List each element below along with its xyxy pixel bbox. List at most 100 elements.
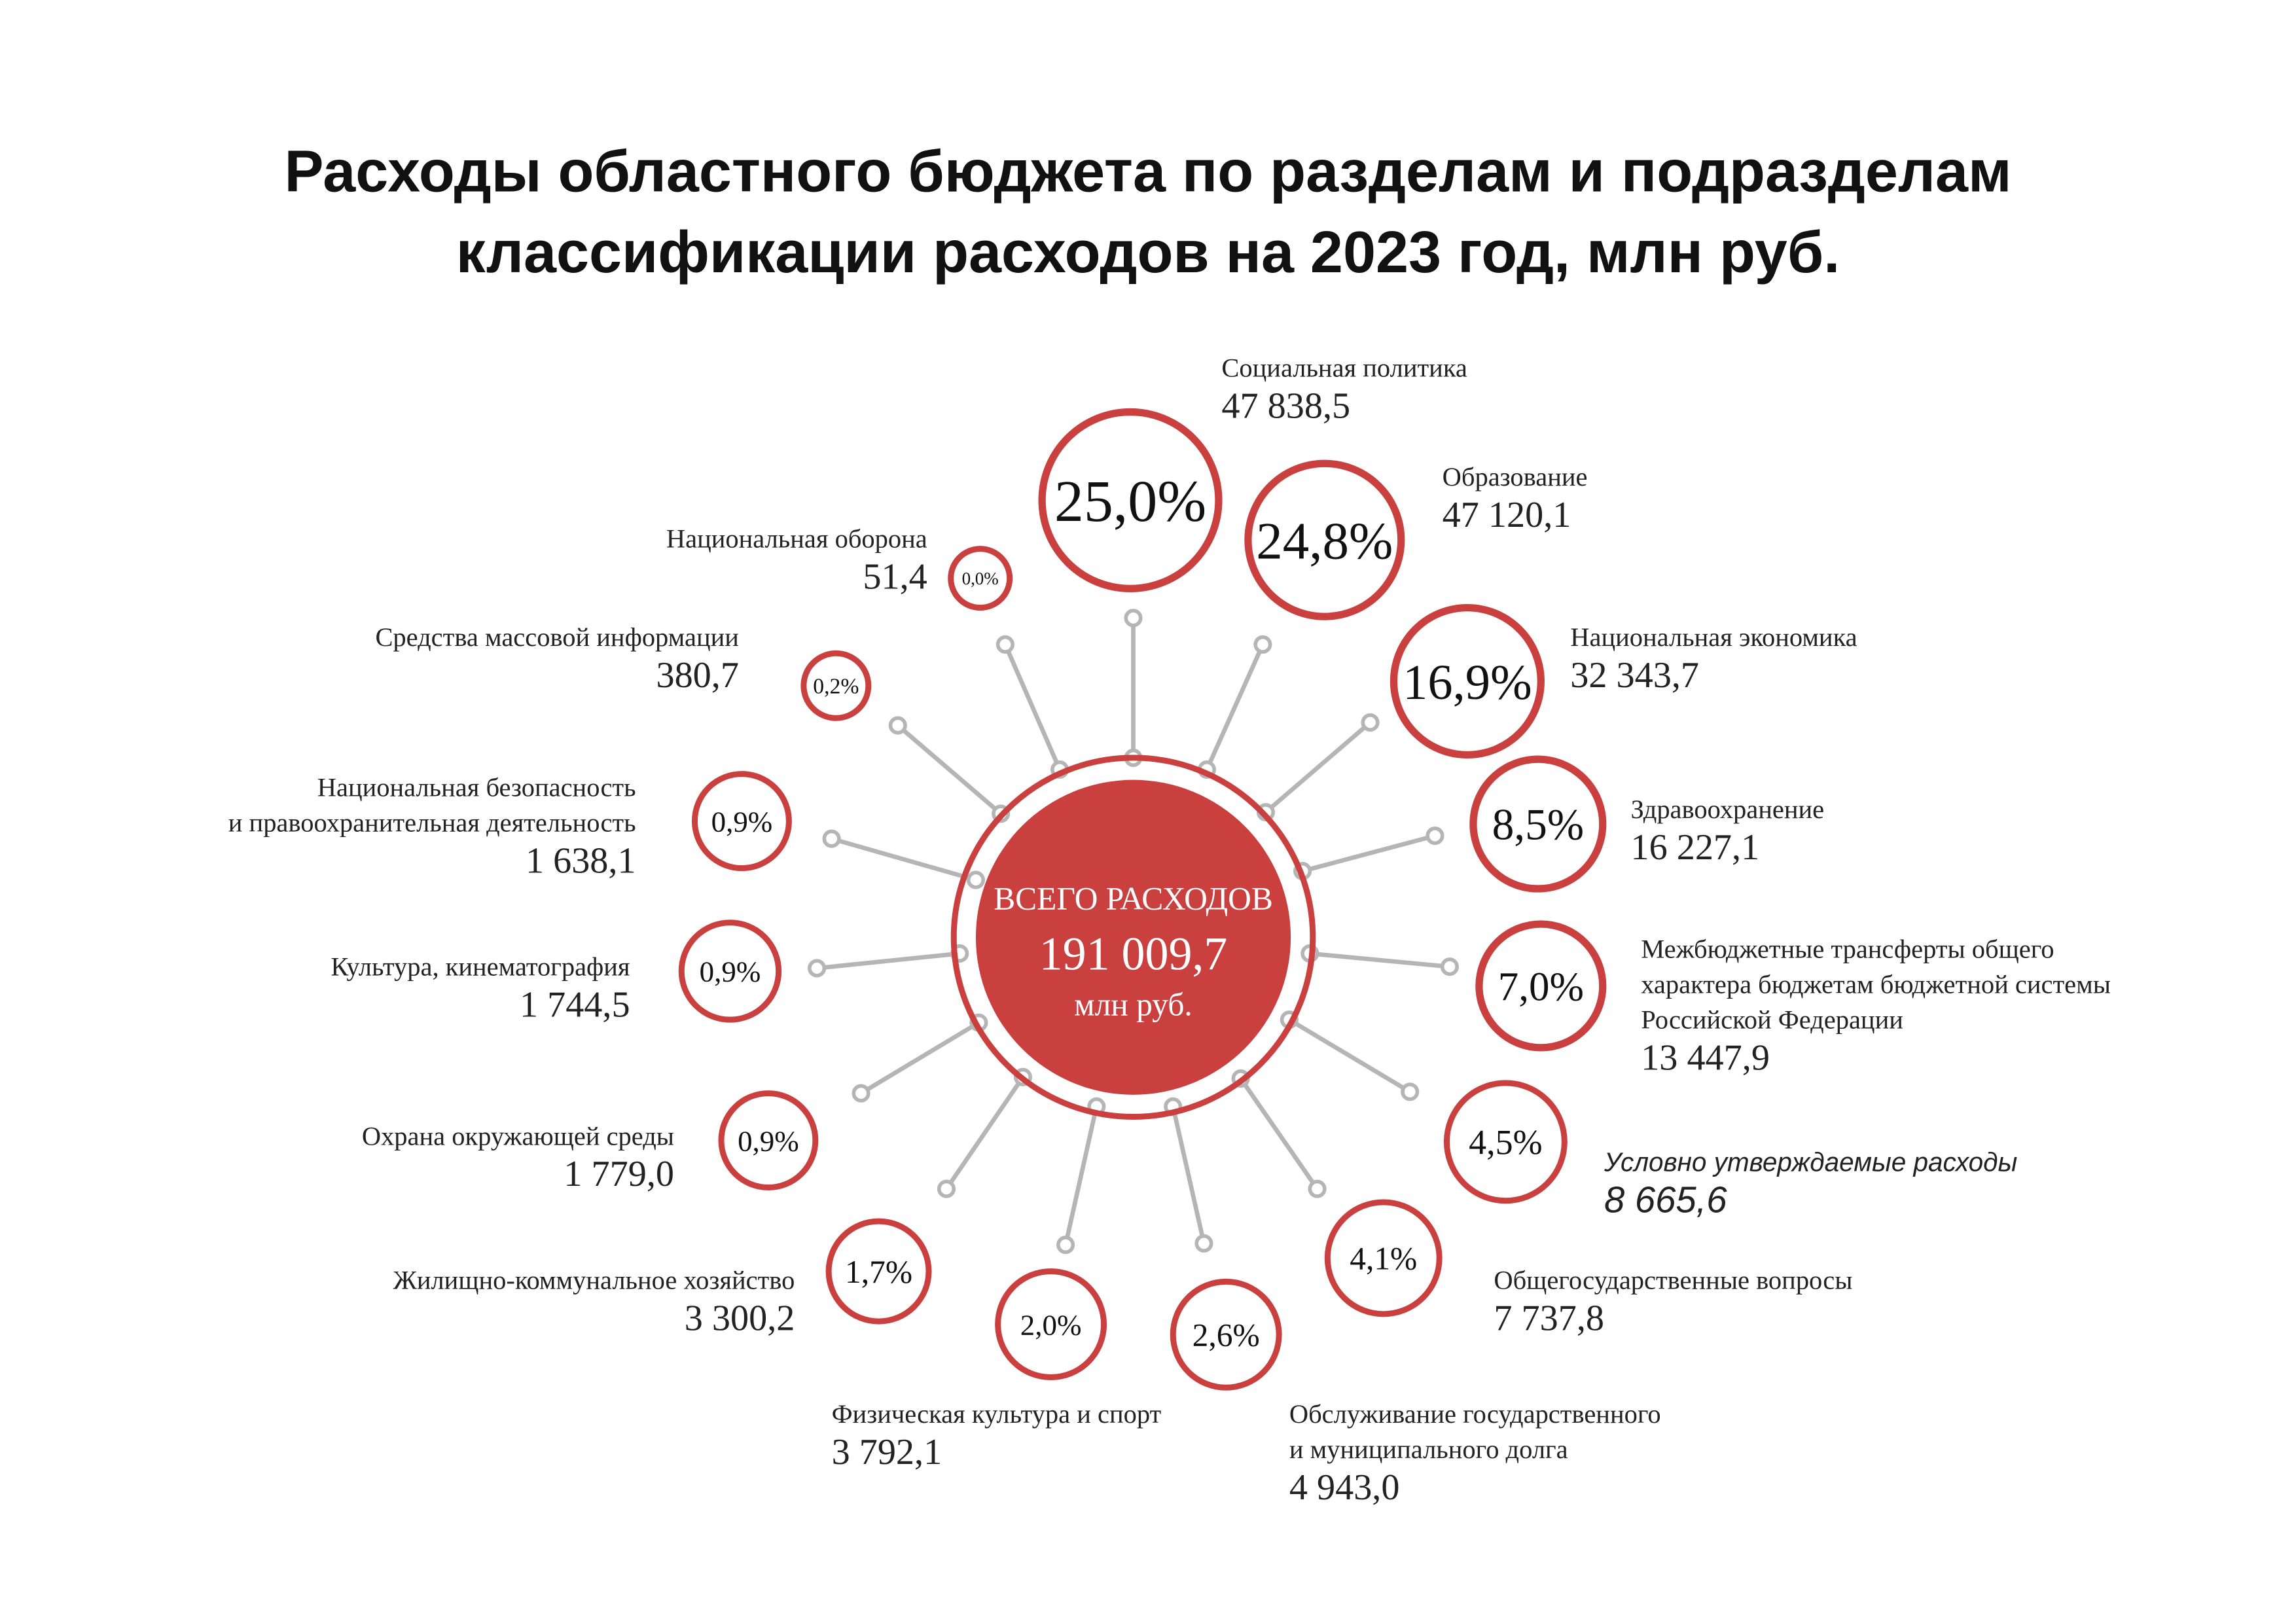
percent-circle	[1443, 1080, 1568, 1204]
percent: 0,9%	[700, 955, 761, 988]
spoke-node	[1056, 1236, 1075, 1255]
item-name: Физическая культура и спорт	[832, 1399, 1162, 1429]
spoke-node	[1308, 1179, 1327, 1198]
percent: 1,7%	[845, 1254, 912, 1290]
item-name: Национальная безопасность	[317, 772, 636, 802]
item-name: Обслуживание государственного	[1289, 1399, 1661, 1429]
spoke	[944, 1075, 1025, 1190]
percent-circle	[995, 1268, 1107, 1381]
item-name: Охрана окружающей среды	[362, 1121, 674, 1150]
spoke-node	[1361, 713, 1380, 732]
spoke	[1170, 1106, 1206, 1244]
item-name: Общегосударственные вопросы	[1494, 1266, 1852, 1295]
item-name: Жилищно-коммунальное хозяйство	[393, 1266, 795, 1295]
spoke	[831, 836, 977, 882]
spoke	[896, 723, 1003, 815]
item-name: и правоохранительная деятельность	[228, 808, 636, 837]
spoke-node	[1440, 957, 1459, 976]
percent-circle	[825, 1218, 932, 1325]
item-name: Культура, кинематография	[331, 952, 630, 982]
percent-circle	[1469, 755, 1607, 893]
item-value: 13 447,9	[1641, 1038, 1770, 1079]
percent: 0,0%	[962, 569, 999, 588]
spoke-node	[822, 829, 841, 848]
spoke-node	[1426, 827, 1444, 846]
percent-circle	[691, 771, 792, 872]
item-name: характера бюджетам бюджетной системы	[1641, 970, 2111, 999]
spoke	[1204, 643, 1265, 771]
item-name: Условно утверждаемые расходы	[1604, 1147, 2017, 1177]
spoke-node	[966, 870, 985, 889]
percent-circle	[1475, 920, 1607, 1052]
percent-circle	[1390, 603, 1545, 759]
percent: 0,9%	[711, 805, 773, 838]
percent: 0,9%	[738, 1124, 799, 1157]
spoke	[1264, 721, 1372, 814]
item-value: 16 227,1	[1630, 827, 1759, 868]
item-value: 3 792,1	[832, 1432, 942, 1472]
item-value: 1 638,1	[526, 840, 636, 881]
center-disc	[975, 779, 1291, 1095]
spoke-node	[888, 716, 907, 735]
center-unit: млн руб.	[1074, 986, 1192, 1022]
item-name: Средства массовой информации	[375, 622, 739, 652]
spoke	[1003, 643, 1062, 771]
center-label: ВСЕГО РАСХОДОВ	[994, 881, 1273, 917]
spoke-node	[852, 1084, 870, 1103]
item-value: 47 838,5	[1221, 386, 1350, 427]
item-name: Межбюджетные трансферты общего	[1641, 935, 2054, 964]
spoke-node	[996, 635, 1014, 654]
spoke	[1063, 1106, 1099, 1245]
item-value: 380,7	[656, 655, 738, 696]
item-value: 3 300,2	[685, 1298, 795, 1339]
item-value: 4 943,0	[1289, 1467, 1400, 1508]
percent: 8,5%	[1492, 800, 1584, 849]
percent-circle	[800, 650, 872, 721]
spoke	[859, 1020, 980, 1096]
spoke	[1288, 1018, 1411, 1094]
item-value: 51,4	[863, 556, 927, 597]
item-name: Российской Федерации	[1641, 1005, 1903, 1035]
item-name: Здравоохранение	[1630, 794, 1824, 824]
percent: 4,5%	[1469, 1123, 1542, 1162]
item-value: 32 343,7	[1570, 655, 1699, 696]
spoke-node	[937, 1179, 956, 1198]
spoke-node	[1124, 609, 1143, 628]
percent: 24,8%	[1256, 511, 1393, 570]
title-line: Расходы областного бюджета по разделам и…	[284, 139, 2011, 204]
item-value: 7 737,8	[1494, 1298, 1604, 1339]
percent: 16,9%	[1403, 654, 1532, 710]
percent: 4,1%	[1350, 1241, 1417, 1277]
percent-circle	[1324, 1199, 1443, 1317]
percent: 2,6%	[1193, 1317, 1260, 1353]
item-name: Национальная экономика	[1570, 622, 1857, 652]
spoke-node	[808, 959, 827, 978]
spoke-node	[1253, 635, 1272, 654]
percent-circle	[1170, 1278, 1282, 1391]
item-value: 8 665,6	[1604, 1179, 1727, 1221]
percent: 2,0%	[1020, 1308, 1082, 1341]
title-line: классификации расходов на 2023 год, млн …	[456, 220, 1840, 285]
spoke	[1310, 951, 1450, 969]
item-name: Образование	[1443, 462, 1588, 491]
percent: 0,2%	[813, 675, 859, 699]
percent-circle	[718, 1090, 819, 1190]
spoke-node	[1194, 1234, 1213, 1253]
spokes	[808, 609, 1459, 1255]
spoke	[1302, 833, 1436, 874]
item-value: 1 744,5	[520, 985, 630, 1026]
percent-circle	[678, 919, 782, 1023]
center-total: 191 009,7	[1039, 928, 1228, 980]
item-name: Социальная политика	[1221, 353, 1467, 383]
percent: 7,0%	[1498, 963, 1584, 1009]
item-value: 1 779,0	[564, 1154, 674, 1194]
center-ring	[950, 755, 1316, 1120]
percent: 25,0%	[1054, 469, 1206, 534]
spoke	[1238, 1077, 1319, 1190]
spoke	[816, 951, 960, 971]
percent-circle	[1038, 408, 1223, 592]
item-value: 47 120,1	[1443, 495, 1571, 535]
